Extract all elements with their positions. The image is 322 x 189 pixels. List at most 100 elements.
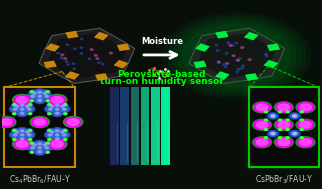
Circle shape xyxy=(44,132,56,138)
Circle shape xyxy=(80,47,83,48)
Circle shape xyxy=(49,95,66,105)
Circle shape xyxy=(46,129,58,135)
Polygon shape xyxy=(195,43,210,52)
Circle shape xyxy=(64,104,67,105)
Circle shape xyxy=(98,62,100,63)
Circle shape xyxy=(48,94,67,105)
Circle shape xyxy=(237,69,240,70)
Circle shape xyxy=(297,137,314,147)
Circle shape xyxy=(11,107,19,112)
Circle shape xyxy=(235,42,238,44)
Circle shape xyxy=(52,106,63,112)
Circle shape xyxy=(23,104,32,109)
Circle shape xyxy=(41,143,49,147)
Polygon shape xyxy=(114,60,128,68)
Circle shape xyxy=(14,134,17,136)
Circle shape xyxy=(39,90,51,97)
Circle shape xyxy=(38,99,41,101)
Circle shape xyxy=(296,119,315,130)
Bar xyxy=(130,87,139,165)
Circle shape xyxy=(239,57,241,59)
Circle shape xyxy=(38,91,41,93)
Circle shape xyxy=(16,136,28,142)
Circle shape xyxy=(53,111,62,116)
Circle shape xyxy=(21,138,24,140)
Circle shape xyxy=(46,142,49,144)
Circle shape xyxy=(300,119,303,121)
Polygon shape xyxy=(244,32,259,40)
Circle shape xyxy=(225,66,227,67)
Polygon shape xyxy=(215,71,230,80)
Circle shape xyxy=(21,108,24,110)
Circle shape xyxy=(13,139,16,140)
Circle shape xyxy=(43,144,46,146)
Circle shape xyxy=(45,147,48,149)
Circle shape xyxy=(41,144,52,151)
Circle shape xyxy=(90,49,93,50)
Circle shape xyxy=(53,107,62,112)
Circle shape xyxy=(13,130,21,134)
Circle shape xyxy=(56,112,59,114)
Circle shape xyxy=(279,119,281,121)
Bar xyxy=(117,122,118,162)
Circle shape xyxy=(300,104,311,111)
Circle shape xyxy=(30,116,49,128)
Circle shape xyxy=(300,139,311,146)
Circle shape xyxy=(65,117,81,127)
Circle shape xyxy=(63,108,66,110)
Circle shape xyxy=(29,129,32,131)
Circle shape xyxy=(21,112,24,114)
Circle shape xyxy=(57,103,68,110)
Circle shape xyxy=(26,105,29,107)
Circle shape xyxy=(16,97,28,103)
Bar xyxy=(151,87,159,165)
Circle shape xyxy=(13,104,16,105)
Circle shape xyxy=(48,139,67,150)
Circle shape xyxy=(109,52,112,54)
Polygon shape xyxy=(48,33,126,78)
Circle shape xyxy=(227,42,229,43)
Circle shape xyxy=(34,93,45,100)
Circle shape xyxy=(53,129,62,133)
Circle shape xyxy=(51,105,54,107)
Circle shape xyxy=(0,116,16,128)
Circle shape xyxy=(53,137,62,141)
Circle shape xyxy=(274,102,293,113)
Circle shape xyxy=(56,138,59,140)
Circle shape xyxy=(15,131,19,133)
Circle shape xyxy=(29,139,32,140)
Circle shape xyxy=(96,58,99,59)
Circle shape xyxy=(57,129,68,135)
Circle shape xyxy=(241,47,244,48)
Circle shape xyxy=(274,137,293,148)
Circle shape xyxy=(269,114,277,118)
Circle shape xyxy=(66,44,69,45)
Circle shape xyxy=(276,137,292,147)
Circle shape xyxy=(267,130,279,137)
Circle shape xyxy=(290,114,299,118)
Circle shape xyxy=(254,137,270,147)
Circle shape xyxy=(18,103,26,108)
Circle shape xyxy=(80,53,83,54)
Circle shape xyxy=(248,59,251,60)
Circle shape xyxy=(9,132,21,138)
Circle shape xyxy=(34,119,45,125)
Circle shape xyxy=(31,95,34,97)
Circle shape xyxy=(226,63,229,64)
Circle shape xyxy=(57,52,59,54)
Circle shape xyxy=(48,129,51,131)
Circle shape xyxy=(13,94,32,105)
Circle shape xyxy=(13,129,16,131)
Circle shape xyxy=(48,104,56,109)
Circle shape xyxy=(38,143,41,145)
Circle shape xyxy=(41,93,52,100)
Circle shape xyxy=(28,108,31,110)
Circle shape xyxy=(31,91,39,96)
Circle shape xyxy=(30,91,33,93)
Circle shape xyxy=(278,122,289,128)
Circle shape xyxy=(56,130,59,132)
Circle shape xyxy=(39,142,51,148)
Circle shape xyxy=(51,131,54,133)
Polygon shape xyxy=(65,71,80,80)
Polygon shape xyxy=(215,31,229,39)
